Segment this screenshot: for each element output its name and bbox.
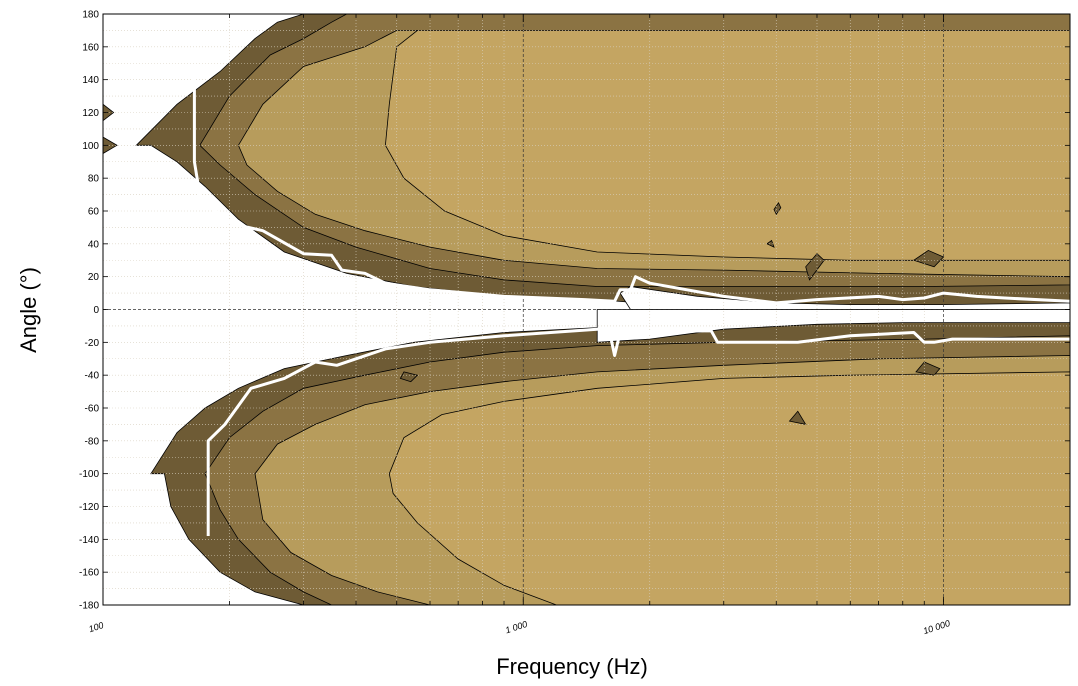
y-tick-label: -20 xyxy=(85,338,100,349)
y-tick-label: -80 xyxy=(85,436,100,447)
islands-region-6 xyxy=(915,361,941,376)
islands-region-8 xyxy=(399,371,419,383)
grid xyxy=(103,14,1070,605)
y-tick-label: 140 xyxy=(82,75,99,86)
boundary-curves xyxy=(192,71,1070,536)
y-tick-label: -160 xyxy=(79,568,99,579)
x-tick-label: 1 000 xyxy=(504,619,529,635)
y-tick-label: 100 xyxy=(82,141,99,152)
y-axis-label: Angle (°) xyxy=(16,267,41,353)
y-axis-ticks: -180 -160 -140 -120 -100 -80 -60 -40 -20 0 20 40 60 8… xyxy=(79,10,1070,612)
core-band-region-1 xyxy=(388,371,1070,605)
y-tick-label: 80 xyxy=(88,174,100,185)
y-tick-label: 160 xyxy=(82,42,99,53)
y-tick-label: -180 xyxy=(79,601,99,612)
upper-boundary-curve xyxy=(192,71,1070,305)
y-tick-label: 0 xyxy=(93,305,99,316)
x-axis-label: Frequency (Hz) xyxy=(496,654,648,679)
islands-region-4 xyxy=(805,253,825,281)
y-tick-label: 120 xyxy=(82,108,99,119)
islands-region-2 xyxy=(773,201,782,216)
y-tick-label: -100 xyxy=(79,469,99,480)
y-tick-label: 180 xyxy=(82,10,99,21)
x-axis-ticks: 100 1 000 10 000 xyxy=(87,14,1071,636)
y-tick-label: 60 xyxy=(88,207,100,218)
y-tick-label: -40 xyxy=(85,371,100,382)
y-tick-label: 20 xyxy=(88,272,100,283)
y-tick-label: 40 xyxy=(88,239,100,250)
x-tick-label: 10 000 xyxy=(922,618,951,636)
contour-regions xyxy=(103,14,1070,605)
islands-region-7 xyxy=(788,410,807,425)
y-tick-label: -120 xyxy=(79,502,99,513)
notch-upper-region-0 xyxy=(619,286,1070,310)
lower-boundary-curve xyxy=(206,327,1070,536)
y-tick-label: -60 xyxy=(85,404,100,415)
x-tick-label: 100 xyxy=(87,620,104,634)
islands-region-1 xyxy=(103,103,115,122)
y-tick-label: -140 xyxy=(79,535,99,546)
